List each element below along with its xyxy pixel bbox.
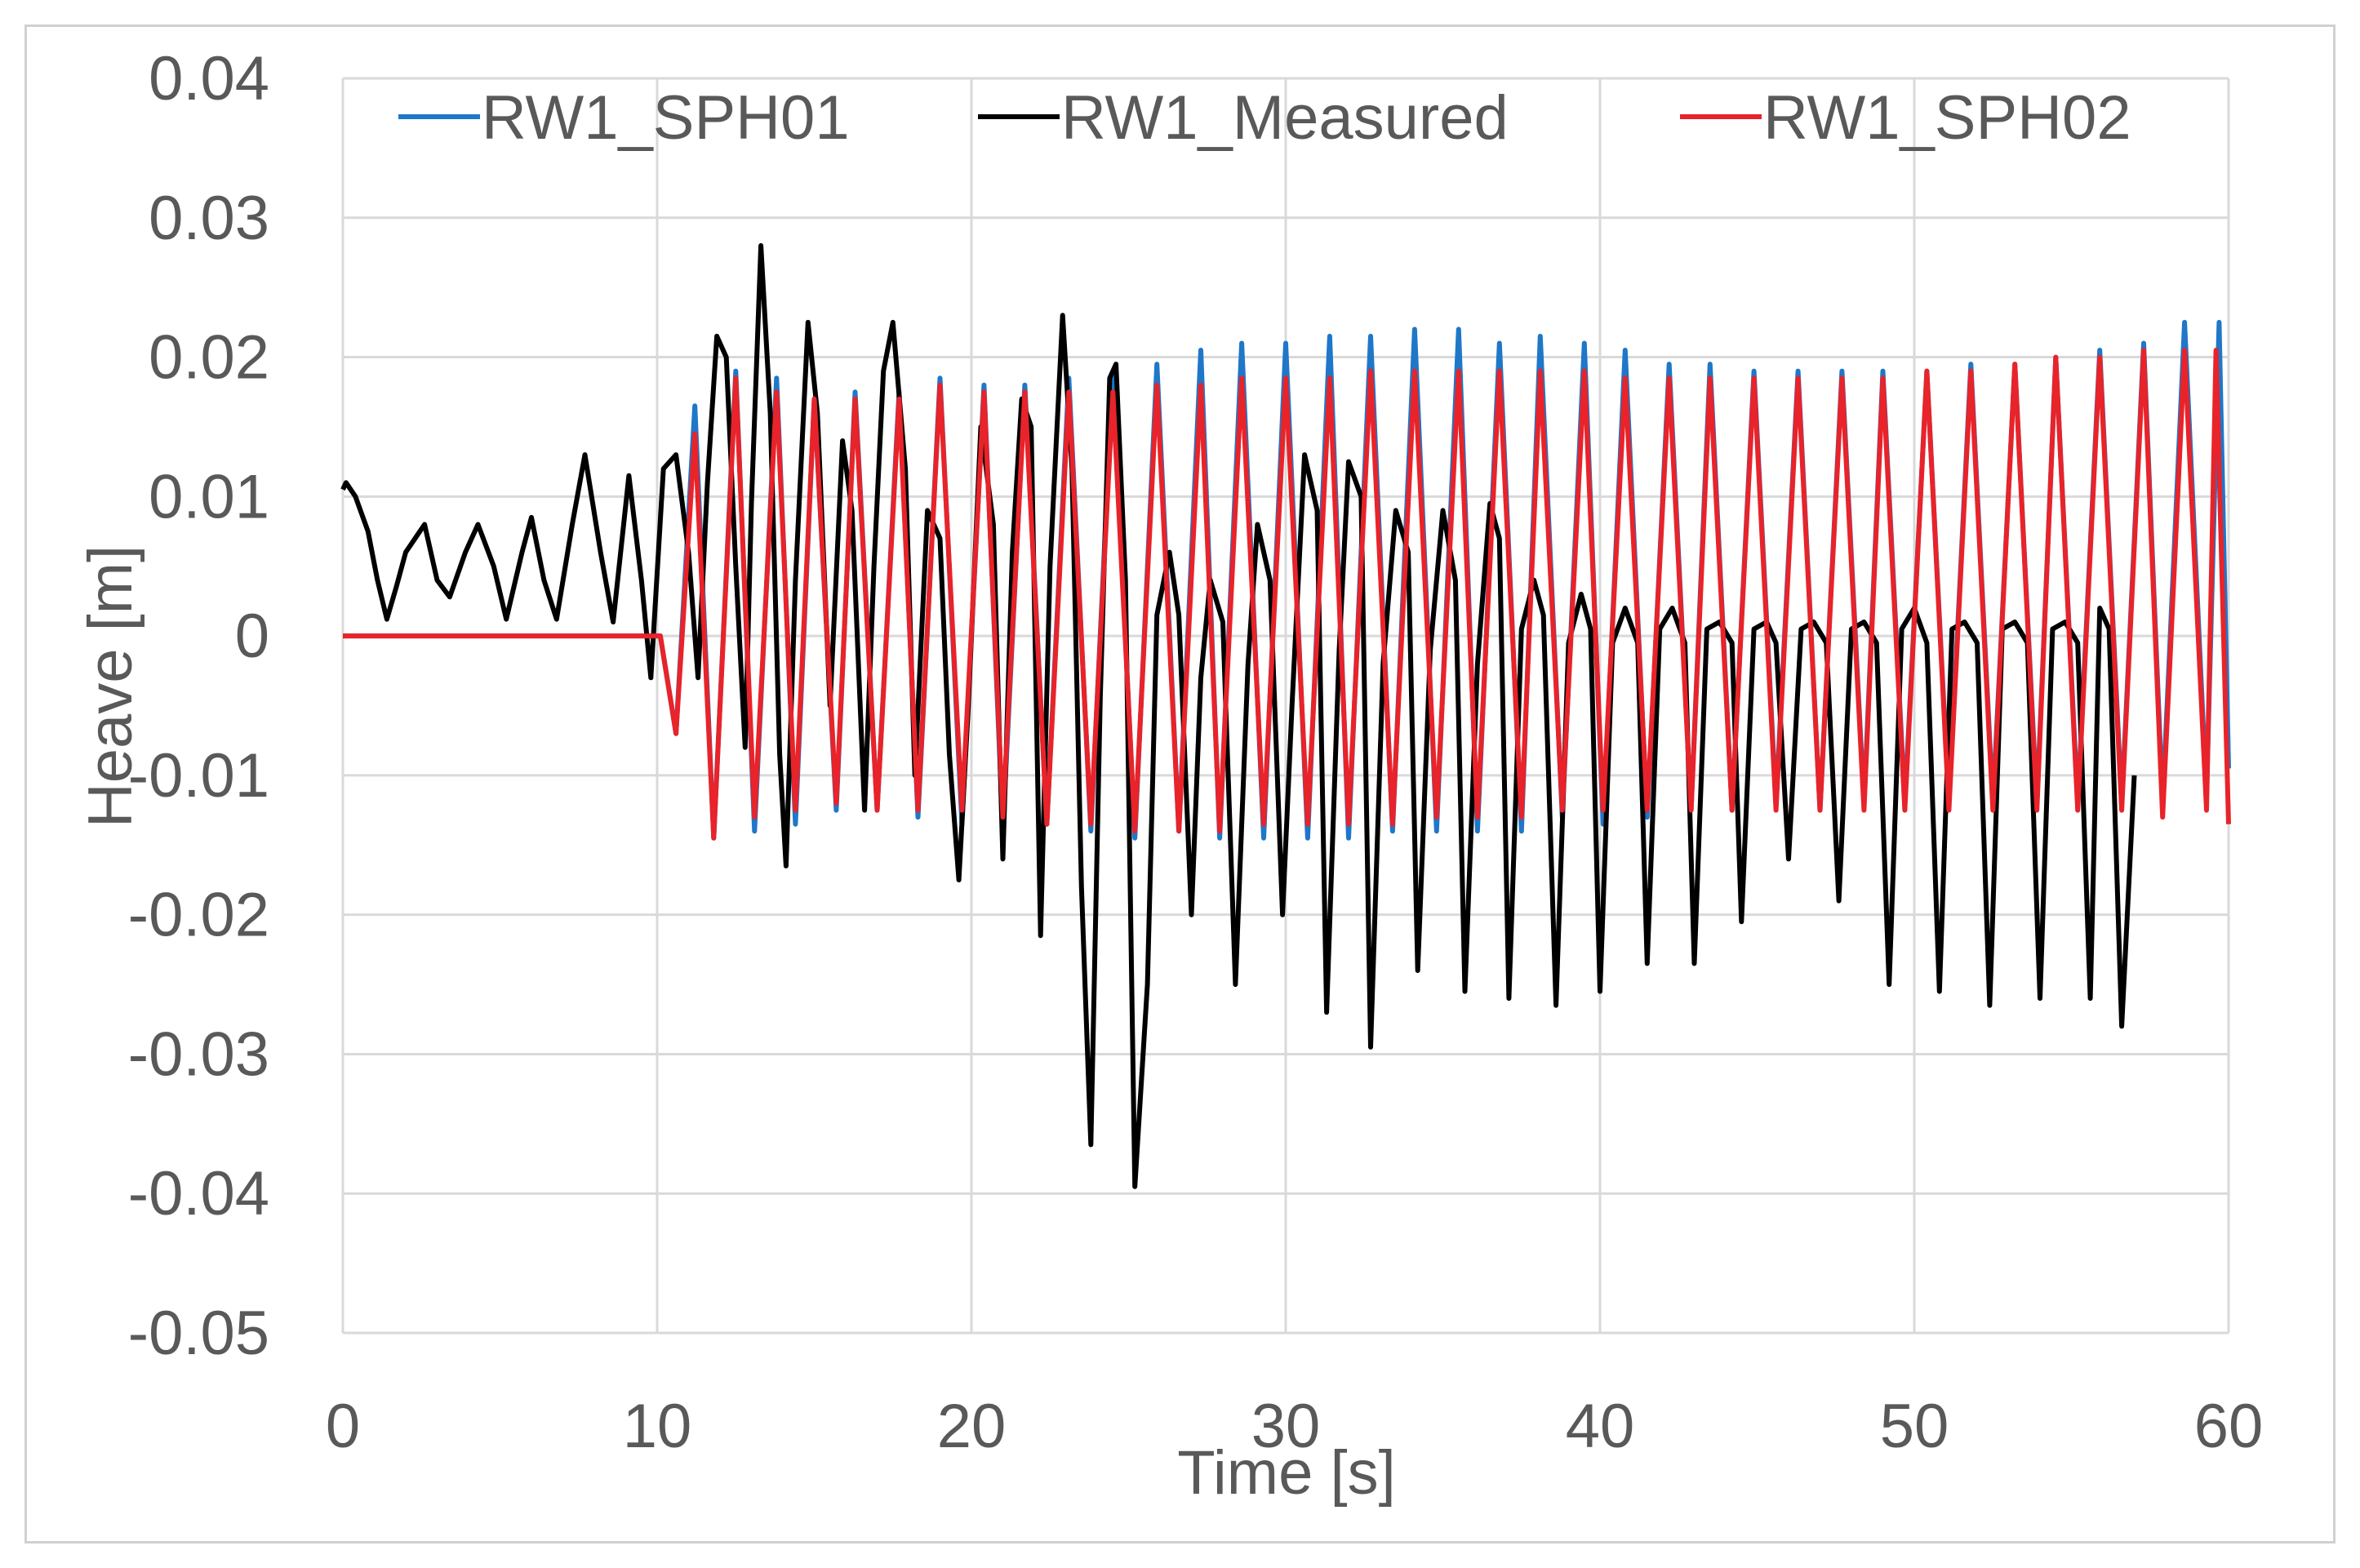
legend-label: RW1_Measured [1061, 83, 1509, 153]
heave-time-chart: 0.04 0.03 0.02 0.01 0 -0.01 -0.02 -0.03 -0.04 -0.… [76, 44, 2264, 1508]
y-tick-label: -0.05 [128, 1299, 269, 1368]
y-tick-label: 0.02 [149, 323, 269, 393]
y-tick-label: -0.03 [128, 1019, 269, 1089]
legend-label: RW1_SPH01 [482, 83, 850, 153]
chart-frame: 0.04 0.03 0.02 0.01 0 -0.01 -0.02 -0.03 -0.04 -0.… [24, 24, 2336, 1544]
y-tick-label: 0 [235, 602, 269, 671]
x-axis-title: Time [s] [1177, 1438, 1395, 1508]
y-tick-label: -0.01 [128, 741, 269, 811]
x-tick-label: 40 [1566, 1392, 1635, 1461]
series-line-rw1-sph02 [343, 348, 2231, 841]
x-tick-label: 0 [326, 1392, 360, 1461]
y-tick-label: 0.03 [149, 184, 269, 253]
y-tick-label: 0.01 [149, 462, 269, 531]
y-tick-label: -0.04 [128, 1159, 269, 1228]
y-tick-label: -0.02 [128, 881, 269, 950]
y-tick-label: 0.04 [149, 44, 269, 113]
x-tick-label: 20 [937, 1392, 1007, 1461]
x-tick-label: 30 [1251, 1392, 1321, 1461]
x-tick-label: 10 [623, 1392, 692, 1461]
legend-label: RW1_SPH02 [1763, 83, 2131, 153]
x-tick-label: 50 [1880, 1392, 1949, 1461]
x-tick-label: 60 [2194, 1392, 2264, 1461]
y-axis-title: Heave [m] [76, 545, 145, 828]
